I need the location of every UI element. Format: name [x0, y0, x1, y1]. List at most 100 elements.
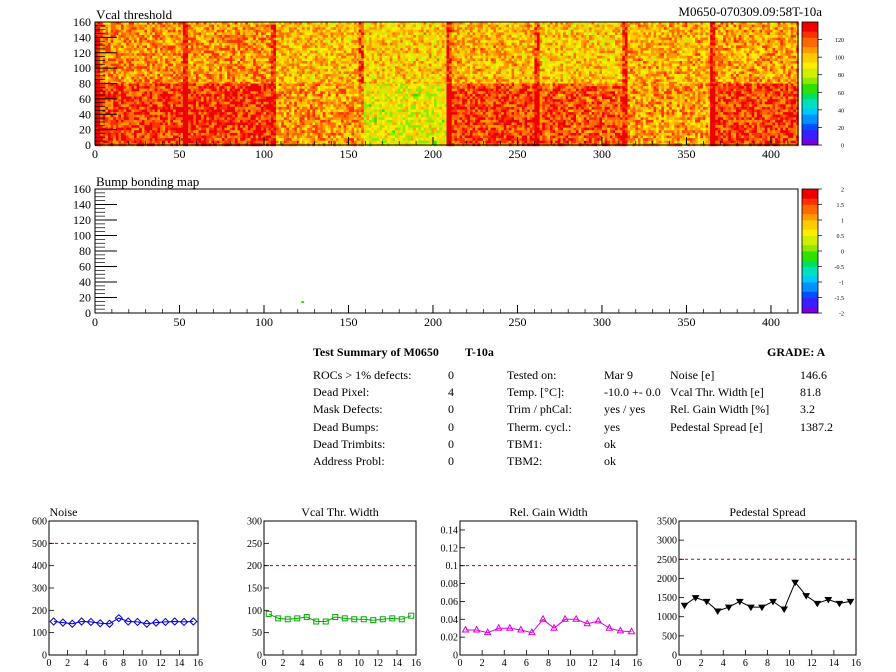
colorbar-cell: [802, 288, 818, 292]
data-point: [408, 612, 415, 619]
x-tick-label: 16: [193, 658, 203, 669]
data-point: [96, 619, 105, 628]
data-point: [769, 598, 777, 606]
x-tick-label: 16: [632, 658, 642, 669]
data-point: [170, 617, 179, 626]
y-tick-label: 200: [32, 606, 47, 617]
summary-value: 0: [448, 402, 454, 417]
summary-value: 1387.2: [800, 419, 833, 434]
colorbar-cell: [802, 223, 818, 227]
y-tick-label: 140: [73, 198, 91, 212]
x-tick-label: 50: [173, 315, 185, 329]
data-point: [370, 617, 377, 624]
y-tick-label: 160: [73, 182, 91, 196]
summary-label: Temp. [°C]:: [507, 385, 565, 400]
data-point: [494, 623, 503, 631]
colorbar-cell: [802, 297, 818, 301]
data-point: [341, 615, 348, 622]
y-tick-label: 300: [32, 584, 47, 595]
summary-title: Test Summary of M0650: [313, 345, 439, 359]
y-tick-label: 500: [662, 631, 677, 642]
y-tick-label: 1500: [657, 593, 677, 604]
data-point: [605, 623, 614, 631]
summary-value: 0: [448, 419, 454, 434]
summary-value: 0: [448, 454, 454, 468]
summary-label: Trim / phCal:: [507, 402, 572, 417]
data-point: [735, 598, 744, 606]
summary-label: Pedestal Spread [e]: [670, 419, 763, 434]
x-tick-label: 10: [566, 658, 576, 669]
x-tick-label: 2: [281, 658, 286, 669]
colorbar-cell: [802, 266, 818, 270]
data-point: [680, 602, 689, 610]
data-point: [724, 604, 733, 612]
colorbar-cell: [802, 138, 818, 143]
colorbar-cell: [802, 207, 818, 212]
y-tick-label: 40: [79, 275, 91, 289]
colorbar-tick-label: 0.5: [837, 234, 845, 240]
y-tick-label: 140: [73, 30, 91, 44]
module-id-label: M0650-070309.09:58T-10a: [678, 4, 822, 19]
data-point: [77, 617, 86, 626]
x-tick-label: 14: [610, 658, 620, 669]
x-tick-label: 6: [102, 658, 107, 669]
plot-frame: [263, 520, 417, 656]
summary-label: Mask Defects:: [313, 402, 383, 417]
data-point: [68, 619, 77, 628]
colorbar-tick-label: 0: [841, 250, 844, 256]
x-tick-label: 16: [851, 658, 861, 669]
colorbar-tick-label: -1.5: [835, 296, 845, 302]
y-tick-label: 0.04: [441, 615, 459, 626]
data-point: [133, 617, 142, 627]
colorbar-cell: [802, 257, 818, 261]
data-point: [389, 615, 396, 622]
series-line: [268, 613, 412, 622]
colorbar-cell: [802, 58, 818, 63]
colorbar-cell: [802, 65, 818, 69]
data-point: [539, 614, 547, 622]
y-tick-label: 500: [32, 539, 47, 550]
y-tick-label: 60: [79, 260, 91, 274]
y-tick-label: 160: [73, 15, 91, 29]
data-point: [561, 614, 569, 622]
summary-label: Noise [e]: [670, 368, 715, 382]
y-tick-label: 100: [73, 61, 91, 75]
x-tick-label: 12: [807, 658, 817, 669]
x-tick-label: 6: [319, 658, 324, 669]
y-tick-label: 40: [79, 107, 91, 121]
data-point: [802, 593, 811, 600]
colorbar-cell: [802, 89, 818, 94]
summary-label: TBM2:: [507, 454, 543, 468]
colorbar-cell: [802, 229, 818, 233]
data-point: [313, 618, 320, 625]
y-tick-label: 0: [85, 138, 91, 152]
x-tick-label: 8: [546, 658, 551, 669]
series-line: [53, 617, 194, 625]
y-tick-label: 0.1: [446, 561, 459, 572]
colorbar-tick-label: 1.5: [837, 203, 845, 209]
data-point: [142, 619, 151, 628]
colorbar-cell: [802, 192, 818, 196]
data-point: [813, 600, 822, 608]
map-title: Vcal threshold: [96, 7, 173, 22]
x-tick-label: 50: [173, 147, 185, 161]
data-point: [332, 614, 339, 621]
y-tick-label: 50: [252, 628, 262, 639]
x-tick-label: 14: [174, 658, 184, 669]
data-point: [265, 610, 272, 617]
y-tick-label: 80: [79, 244, 91, 258]
data-point: [351, 616, 358, 623]
colorbar-cell: [802, 195, 818, 199]
plot-title: Vcal Thr. Width: [301, 505, 378, 519]
colorbar-cell: [802, 282, 818, 286]
colorbar-cell: [802, 34, 818, 38]
colorbar-cell: [802, 135, 818, 140]
y-tick-label: 0.06: [441, 597, 459, 608]
x-tick-label: 12: [373, 658, 383, 669]
summary-label: Dead Bumps:: [313, 419, 379, 434]
colorbar-cell: [802, 244, 818, 249]
colorbar-cell: [802, 235, 818, 239]
